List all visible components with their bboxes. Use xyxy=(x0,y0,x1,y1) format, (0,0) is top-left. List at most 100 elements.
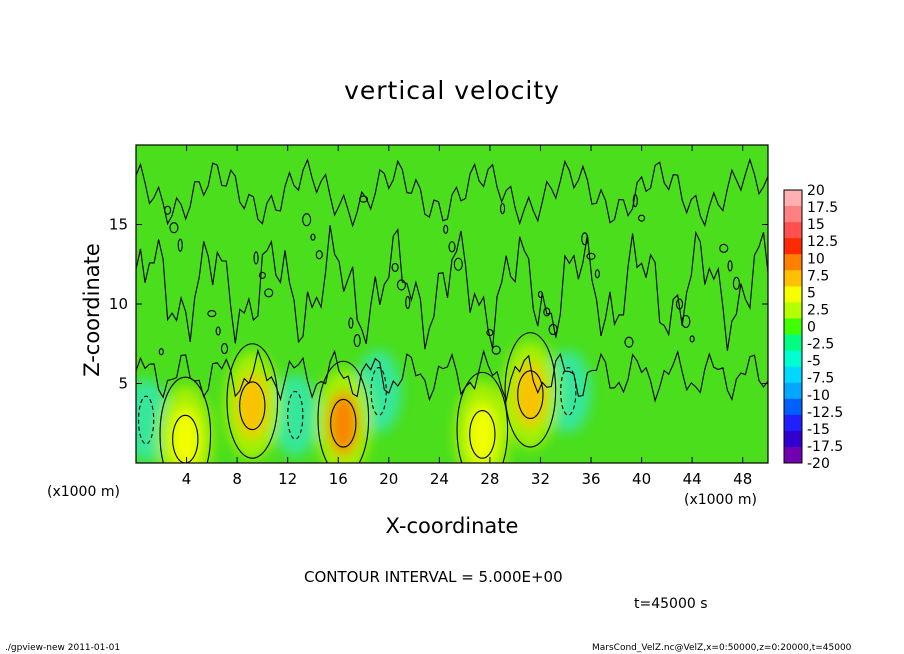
contour-small-loop xyxy=(396,279,406,291)
colorbar-label: 7.5 xyxy=(807,268,829,284)
contour-small-loop xyxy=(491,345,501,355)
contour-small-loop xyxy=(732,276,740,290)
colorbar-label: 12.5 xyxy=(807,234,838,250)
colorbar-swatch xyxy=(784,270,802,287)
x-tick-label: 48 xyxy=(733,470,752,488)
x-tick-label: 20 xyxy=(379,470,398,488)
y-axis-label: Z-coordinate xyxy=(80,243,104,377)
contour-small-loop xyxy=(581,232,589,246)
contour-small-loop xyxy=(405,295,411,309)
colorbar-label: -2.5 xyxy=(807,337,834,353)
y-tick-label: 5 xyxy=(118,375,128,393)
x-tick-label: 44 xyxy=(683,470,702,488)
colorbar-swatch xyxy=(784,206,802,223)
contour-downdraft-0 xyxy=(137,395,155,445)
contour-small-loop xyxy=(486,329,494,337)
colorbar-label: -15 xyxy=(807,422,830,438)
contour-zero-updraft-1 xyxy=(226,343,279,459)
contour-small-loop xyxy=(586,252,596,260)
contour-small-loop xyxy=(315,250,323,260)
contour-zero-top xyxy=(136,157,768,228)
colorbar-label: 5 xyxy=(807,285,816,301)
contour-small-loop xyxy=(727,260,733,272)
colorbar-label: 2.5 xyxy=(807,302,829,318)
contour-small-loop xyxy=(548,323,558,335)
contour-updraft-1 xyxy=(239,381,266,431)
contour-small-loop xyxy=(169,222,179,234)
time-label: t=45000 s xyxy=(634,596,708,612)
colorbar-swatch xyxy=(784,350,802,368)
contour-small-loop xyxy=(310,233,316,241)
x-tick-label: 36 xyxy=(581,470,600,488)
contour-small-loop xyxy=(537,290,544,299)
y-tick-label: 15 xyxy=(109,216,128,234)
chart-title: vertical velocity xyxy=(344,76,560,105)
colorbar-frame xyxy=(783,189,803,464)
contour-updraft-4 xyxy=(469,409,496,459)
contour-small-loop xyxy=(638,214,646,222)
contour-small-loop xyxy=(220,342,229,355)
contour-small-loop xyxy=(448,241,456,253)
contour-small-loop xyxy=(348,317,354,329)
velocity-field xyxy=(136,145,768,463)
colorbar-label: -17.5 xyxy=(807,439,843,455)
colorbar-swatch xyxy=(784,366,802,384)
updraft-core-3 xyxy=(515,362,546,427)
colorbar-swatch xyxy=(784,302,802,319)
x-tick-label: 16 xyxy=(329,470,348,488)
contour-small-loop xyxy=(302,213,312,227)
x-tick-label: 40 xyxy=(632,470,651,488)
downdraft-region-3 xyxy=(545,350,592,433)
contour-small-loop xyxy=(689,335,695,343)
contour-small-loop xyxy=(177,238,183,252)
contour-updraft-3 xyxy=(517,370,544,420)
colorbar-swatch xyxy=(784,446,802,464)
contour-small-loop xyxy=(453,257,463,271)
contour-small-loop xyxy=(353,334,361,348)
colorbar-swatch xyxy=(784,190,802,207)
y-tick-label: 10 xyxy=(109,295,128,313)
colorbar-swatch xyxy=(784,222,802,239)
contour-downdraft-3 xyxy=(560,367,577,416)
footer-file-info: MarsCond_VelZ.nc@VelZ,x=0:50000,z=0:2000… xyxy=(592,643,852,653)
x-tick-label: 8 xyxy=(232,470,242,488)
updraft-core-0 xyxy=(170,407,201,463)
colorbar-label: 0 xyxy=(807,320,816,336)
contour-downdraft-1 xyxy=(287,390,304,440)
contour-zero-upper xyxy=(136,225,768,351)
downdraft-region-1 xyxy=(272,373,319,457)
colorbar-swatch xyxy=(784,382,802,400)
colorbar-label: 15 xyxy=(807,217,825,233)
contour-zero-updraft-0 xyxy=(159,376,212,463)
contour-small-loop xyxy=(158,348,164,356)
colorbar-label: 10 xyxy=(807,251,825,267)
colorbar-label: -10 xyxy=(807,388,830,404)
colorbar-swatch xyxy=(784,414,802,432)
x-axis-label: X-coordinate xyxy=(385,514,519,538)
contour-small-loop xyxy=(358,195,369,203)
colorbar-swatch xyxy=(784,238,802,255)
contour-interval-label: CONTOUR INTERVAL = 5.000E+00 xyxy=(304,568,563,586)
contour-small-loop xyxy=(253,251,259,265)
contour-updraft-2 xyxy=(330,398,357,448)
contour-small-loop xyxy=(264,288,274,298)
x-unit-label-left: (x1000 m) xyxy=(47,484,120,500)
contour-small-loop xyxy=(719,243,729,253)
updraft-core-4 xyxy=(467,402,498,463)
colorbar-label: 20 xyxy=(807,183,825,199)
contour-zero-updraft-3 xyxy=(504,332,557,448)
footer-program-info: ./gpview-new 2011-01-01 xyxy=(5,643,121,653)
contour-zero-updraft-4 xyxy=(456,371,509,463)
contour-small-loop xyxy=(632,194,638,208)
contour-small-loop xyxy=(675,298,684,310)
x-tick-label: 32 xyxy=(531,470,550,488)
contour-small-loop xyxy=(207,309,217,318)
colorbar-label: -20 xyxy=(807,456,830,472)
contour-small-loop xyxy=(215,326,221,336)
x-tick-label: 4 xyxy=(182,470,192,488)
colorbar-swatch xyxy=(784,334,802,352)
colorbar-label: 17.5 xyxy=(807,200,838,216)
colorbar-label: -5 xyxy=(807,354,821,370)
contour-small-loop xyxy=(624,336,634,348)
